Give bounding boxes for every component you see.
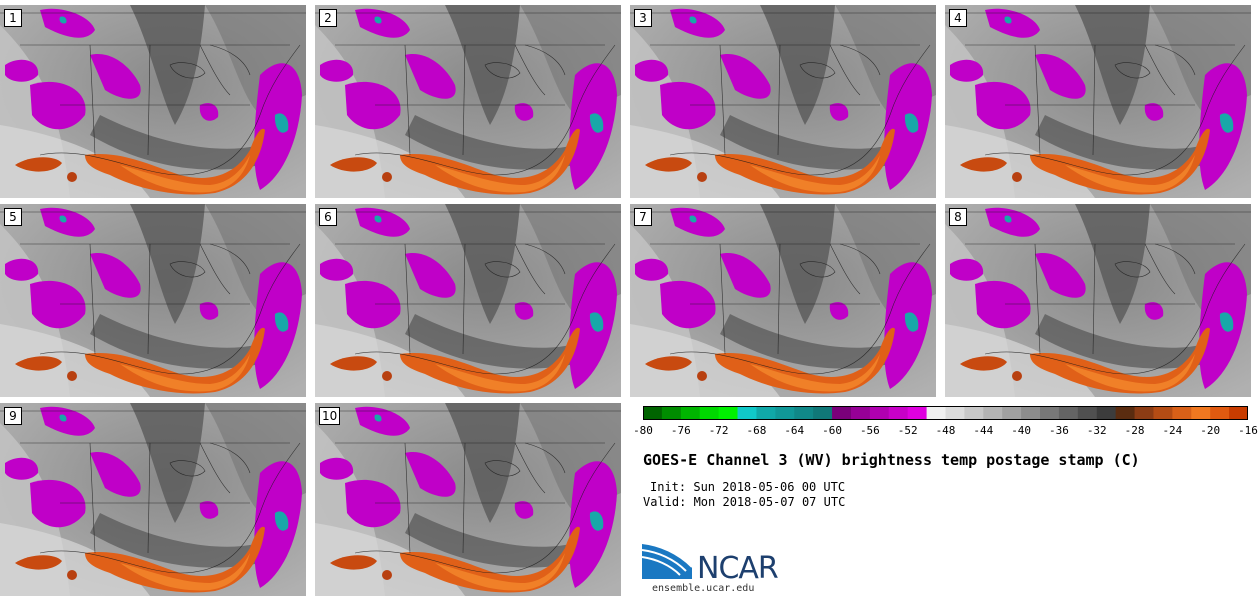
colorbar-tick-label: -68 xyxy=(746,424,767,437)
colorbar-swatch xyxy=(850,406,871,420)
colorbar-swatch xyxy=(869,406,890,420)
colorbar-tick-label: -76 xyxy=(670,424,691,437)
colorbar-tick-label: -28 xyxy=(1124,424,1145,437)
colorbar-tick-label: -52 xyxy=(897,424,918,437)
map-panel-3: 3 xyxy=(630,5,936,198)
colorbar-tick-label: -24 xyxy=(1162,424,1183,437)
colorbar-tick-label: -80 xyxy=(633,424,653,437)
map-panel-5: 5 xyxy=(0,204,306,397)
panel-label-3: 3 xyxy=(634,9,652,27)
colorbar-swatch xyxy=(888,406,909,420)
ncar-logo-text: NCAR xyxy=(697,551,779,586)
colorbar-swatch xyxy=(1191,406,1211,420)
water-vapor-map-9 xyxy=(0,403,306,596)
colorbar-swatch xyxy=(1229,406,1248,420)
colorbar-swatch xyxy=(775,406,795,420)
map-panel-4: 4 xyxy=(945,5,1251,198)
water-vapor-map-5 xyxy=(0,204,306,397)
panel-label-5: 5 xyxy=(4,208,22,226)
water-vapor-map-1 xyxy=(0,5,306,198)
valid-time: Valid: Mon 2018-05-07 07 UTC xyxy=(643,495,846,509)
water-vapor-map-10 xyxy=(315,403,621,596)
colorbar-swatch xyxy=(1172,406,1192,420)
colorbar-swatch xyxy=(1153,406,1173,420)
colorbar-tick-label: -40 xyxy=(1011,424,1032,437)
colorbar-swatch xyxy=(926,406,946,420)
panel-label-7: 7 xyxy=(634,208,652,226)
map-panel-8: 8 xyxy=(945,204,1251,397)
map-panel-6: 6 xyxy=(315,204,621,397)
colorbar-tick-label: -60 xyxy=(822,424,842,437)
panel-label-9: 9 xyxy=(4,407,22,425)
colorbar-swatch xyxy=(1134,406,1154,420)
colorbar-swatch xyxy=(680,406,701,420)
colorbar-tick-label: -16 xyxy=(1238,424,1258,437)
colorbar-swatch xyxy=(1021,406,1041,420)
colorbar-tick-label: -48 xyxy=(935,424,956,437)
colorbar-tick-label: -36 xyxy=(1049,424,1069,437)
init-time: Init: Sun 2018-05-06 00 UTC xyxy=(650,480,846,494)
map-panel-2: 2 xyxy=(315,5,621,198)
colorbar-swatch xyxy=(832,406,852,420)
colorbar-swatch xyxy=(945,406,965,420)
colorbar-swatch xyxy=(983,406,1003,420)
water-vapor-map-4 xyxy=(945,5,1251,198)
colorbar-tick-label: -72 xyxy=(708,424,729,437)
colorbar-tick-label: -64 xyxy=(784,424,805,437)
water-vapor-map-2 xyxy=(315,5,621,198)
colorbar-swatch xyxy=(1210,406,1230,420)
colorbar-tick-label: -20 xyxy=(1200,424,1221,437)
colorbar-swatch xyxy=(661,406,682,420)
colorbar-swatch xyxy=(1002,406,1022,420)
colorbar-tick-label: -32 xyxy=(1086,424,1107,437)
map-panel-10: 10 xyxy=(315,403,621,596)
panel-label-1: 1 xyxy=(4,9,22,27)
site-url: ensemble.ucar.edu xyxy=(652,583,755,594)
colorbar-swatch xyxy=(1058,406,1079,420)
map-panel-1: 1 xyxy=(0,5,306,198)
colorbar-swatch xyxy=(794,406,814,420)
water-vapor-map-3 xyxy=(630,5,936,198)
colorbar-swatch xyxy=(907,406,928,420)
panel-label-4: 4 xyxy=(949,9,967,27)
colorbar-tick-label: -44 xyxy=(973,424,994,437)
colorbar-swatch xyxy=(1077,406,1098,420)
colorbar-tick-label: -56 xyxy=(859,424,880,437)
colorbar-swatch xyxy=(737,406,757,420)
colorbar-border xyxy=(643,406,1248,420)
colorbar-swatch xyxy=(718,406,739,420)
ncar-logo-icon xyxy=(642,542,693,579)
panel-label-6: 6 xyxy=(319,208,337,226)
colorbar xyxy=(643,406,1248,420)
panel-label-2: 2 xyxy=(319,9,337,27)
page-title: GOES-E Channel 3 (WV) brightness temp po… xyxy=(643,451,1140,469)
panel-label-8: 8 xyxy=(949,208,967,226)
map-panel-7: 7 xyxy=(630,204,936,397)
water-vapor-map-7 xyxy=(630,204,936,397)
colorbar-swatch xyxy=(1115,406,1136,420)
panel-label-10: 10 xyxy=(319,407,341,425)
colorbar-swatch xyxy=(1096,406,1117,420)
water-vapor-map-6 xyxy=(315,204,621,397)
colorbar-swatch xyxy=(964,406,984,420)
map-panel-9: 9 xyxy=(0,403,306,596)
colorbar-swatch xyxy=(813,406,833,420)
colorbar-swatch xyxy=(1040,406,1060,420)
colorbar-swatch xyxy=(756,406,776,420)
colorbar-swatch xyxy=(643,406,663,420)
colorbar-swatch xyxy=(699,406,720,420)
water-vapor-map-8 xyxy=(945,204,1251,397)
